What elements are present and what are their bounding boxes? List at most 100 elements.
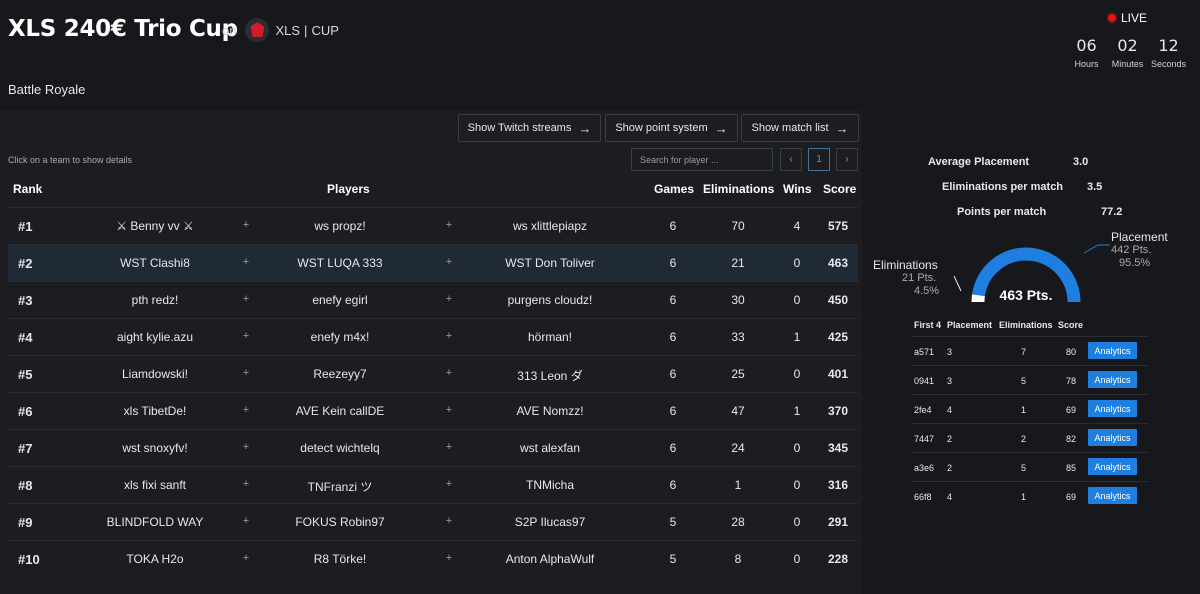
eliminations-cell: 8 [734,552,742,566]
team-row[interactable]: #5 Liamdowski! + Reezeyy7 +313 Leon ダ 6 25 0 401 [8,355,858,392]
player-2: ws propz! [314,219,366,233]
player-3: wst alexfan [519,441,581,455]
page-prev-button[interactable]: ‹ [780,148,802,171]
score-cell: 228 [827,552,849,566]
button-label: Show point system [615,122,708,134]
match-row: 7447 2 2 82 Analytics [912,423,1148,452]
analytics-button[interactable]: Analytics [1088,371,1137,388]
team-row[interactable]: #4 aight kylie.azu + enefy m4x! + hörman! 6 33 1… [8,318,858,355]
analytics-button[interactable]: Analytics [1088,458,1137,475]
player-1: BLINDFOLD WAY [106,515,204,529]
team-row[interactable]: #10 TOKA H2o + R8 Törke! + Anton AlphaWulf 5 8 0… [8,540,858,577]
team-row[interactable]: #9 BLINDFOLD WAY + FOKUS Robin97 + S2P Ilucas… [8,503,858,540]
table-hint: Click on a team to show details [8,155,133,165]
on-label: on [222,22,237,38]
eliminations-cell: 24 [731,441,745,455]
stat-value: 77.2 [1101,206,1123,218]
wins-cell: 0 [793,478,801,492]
org-type: CUP [311,22,339,38]
score-cell: 575 [827,219,849,233]
score-cell: 316 [827,478,849,492]
match-score: 78 [1066,376,1077,386]
plus-icon: + [242,219,250,231]
plus-icon: + [242,552,250,564]
match-id: 2fe4 [914,405,932,415]
match-placement: 4 [947,492,953,502]
show-twitch-streams-button[interactable]: Show Twitch streams → [458,114,601,142]
team-row[interactable]: #3 pth redz! + enefy egirl + purgens cloudz! 6… [8,281,858,318]
org-name: XLS [275,22,301,38]
plus-icon: + [445,404,453,416]
gauge-elim-title: Eliminations [873,258,938,272]
eliminations-cell: 21 [731,256,745,270]
team-row[interactable]: #2 WST Clashi8 + WST LUQA 333 + WST Don Toliv… [8,244,858,281]
analytics-button[interactable]: Analytics [1088,342,1137,359]
stat-label: Points per match [957,206,1047,218]
organizer[interactable]: on XLS | CUP [222,18,339,42]
rank-cell: #9 [18,515,33,530]
arrow-right-icon: → [714,120,728,136]
team-row[interactable]: #1 ⚔ Benny vv ⚔ + ws propz! + ws xlittlepiapz… [8,207,858,244]
page-next-button[interactable]: › [836,148,858,171]
plus-icon: + [242,515,250,527]
team-row[interactable]: #6 xls TibetDe! + AVE Kein callDE + AVE Nomzz… [8,392,858,429]
col-first4: First 4 [914,320,942,330]
analytics-button[interactable]: Analytics [1088,429,1137,446]
plus-icon: + [445,256,453,268]
show-point-system-button[interactable]: Show point system → [605,114,738,142]
wins-cell: 1 [793,404,801,418]
plus-icon: + [242,478,250,490]
plus-icon: + [242,441,250,453]
score-cell: 450 [827,293,849,307]
gauge-svg: 463 Pts. [953,244,1110,303]
eliminations-cell: 1 [734,478,742,492]
plus-icon: + [242,367,250,379]
match-placement: 3 [947,376,953,386]
match-id: 66f8 [914,492,932,502]
team-row[interactable]: #8 xls fixi sanft + TNFranzi ツ + TNMicha 6 1 0 31… [8,466,858,503]
plus-icon: + [445,330,453,342]
analytics-button[interactable]: Analytics [1088,400,1137,417]
page-number-button[interactable]: 1 [808,148,830,171]
button-label: Show match list [751,122,829,134]
show-match-list-button[interactable]: Show match list → [741,114,859,142]
countdown-label: Minutes [1111,59,1144,69]
gauge-elim-pct: 4.5% [914,285,940,297]
games-cell: 6 [669,330,677,344]
wins-cell: 0 [793,256,801,270]
player-1: xls fixi sanft [123,478,187,492]
player-2: detect wichtelq [300,441,380,455]
player-1: TOKA H2o [126,552,184,566]
eliminations-cell: 70 [731,219,745,233]
game-mode: Battle Royale [8,82,86,97]
match-id: a571 [914,347,935,357]
analytics-button[interactable]: Analytics [1088,487,1137,504]
match-score: 69 [1066,405,1077,415]
match-id: 7447 [914,434,935,444]
leaderboard-panel: Show Twitch streams → Show point system → … [0,110,862,594]
player-2: TNFranzi ツ [307,480,373,494]
player-3: hörman! [527,330,573,344]
games-cell: 6 [669,256,677,270]
stat-label: Eliminations per match [942,181,1064,193]
match-id: a3e6 [914,463,935,473]
rank-cell: #7 [18,441,33,456]
team-details-panel: Average Placement 3.0 Eliminations per m… [862,110,1200,594]
match-eliminations: 5 [1021,376,1027,386]
gauge-elim-pts: 21 Pts. [902,272,937,284]
games-cell: 6 [669,404,677,418]
col-rank: Rank [13,182,43,196]
page-header: XLS 240€ Trio Cup on XLS | CUP Battle Ro… [0,0,1200,110]
stat-label: Average Placement [928,156,1030,168]
eliminations-cell: 33 [731,330,745,344]
rank-cell: #4 [18,330,33,345]
rank-cell: #8 [18,478,33,493]
wins-cell: 1 [793,330,801,344]
gauge-total: 463 Pts. [1000,287,1053,303]
player-3: TNMicha [525,478,575,492]
eliminations-cell: 28 [731,515,745,529]
player-search-input[interactable] [631,148,773,171]
player-1: aight kylie.azu [116,330,194,344]
player-3: S2P Ilucas97 [514,515,586,529]
team-row[interactable]: #7 wst snoxyfv! + detect wichtelq + wst alexf… [8,429,858,466]
